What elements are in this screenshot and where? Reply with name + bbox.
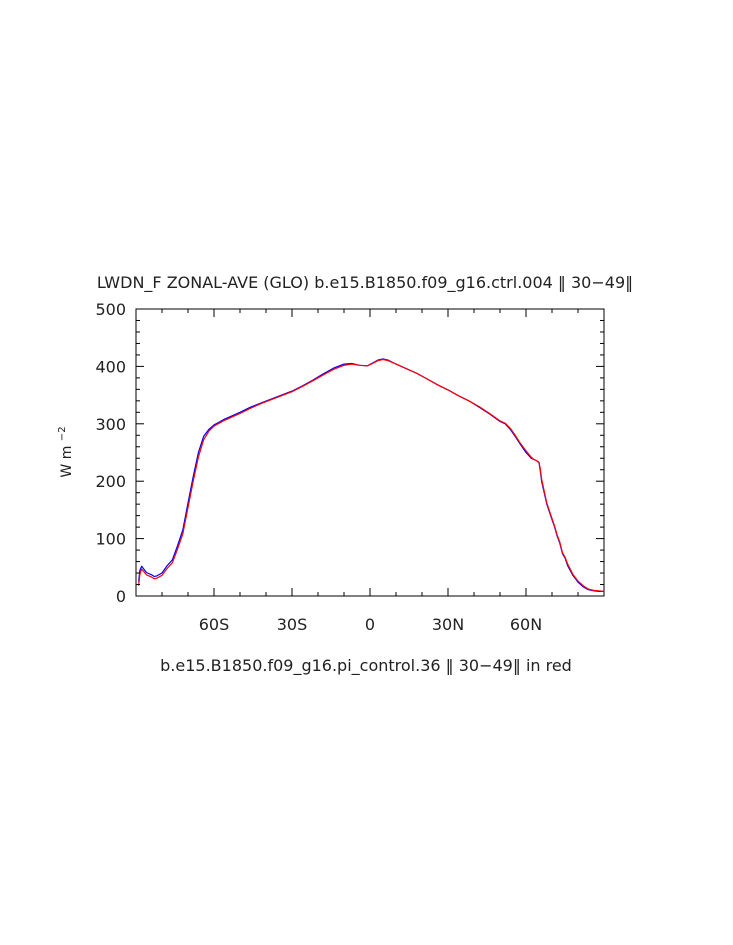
tick-layer	[136, 308, 604, 597]
y-tick-label: 400	[95, 357, 126, 376]
y-tick-label: 100	[95, 530, 126, 549]
x-tick-label: 60S	[199, 615, 230, 634]
plot-area	[135, 308, 605, 597]
y-axis-label: W m −2	[57, 426, 75, 477]
chart-subtitle: b.e15.B1850.f09_g16.pi_control.36 ‖ 30−4…	[160, 656, 572, 676]
series-line-blue	[138, 358, 604, 593]
series-line-red	[138, 358, 605, 592]
series-layer	[138, 358, 605, 593]
x-tick-label: 60N	[510, 615, 542, 634]
x-tick-label: 30S	[277, 615, 308, 634]
y-tick-labels: 0 100 200 300 400 500	[95, 300, 126, 606]
y-tick-label: 200	[95, 472, 126, 491]
x-tick-label: 0	[365, 615, 375, 634]
y-axis-label-text: W m	[59, 446, 75, 478]
plot-frame	[135, 308, 605, 597]
y-tick-label: 300	[95, 415, 126, 434]
chart-title: LWDN_F ZONAL-AVE (GLO) b.e15.B1850.f09_g…	[97, 273, 633, 293]
y-tick-label: 500	[95, 300, 126, 319]
x-tick-label: 30N	[432, 615, 464, 634]
y-tick-label: 0	[116, 587, 126, 606]
x-tick-labels: 60S 30S 0 30N 60N	[199, 615, 542, 634]
y-axis-label-exponent: −2	[57, 426, 68, 441]
